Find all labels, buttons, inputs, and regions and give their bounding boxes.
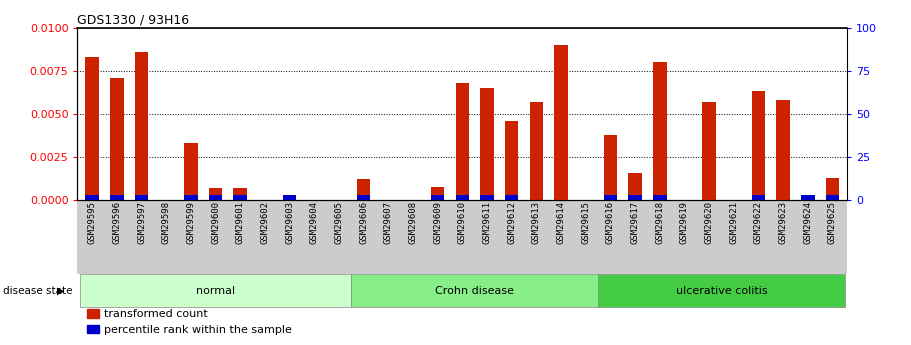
Bar (86, 57, 99, 200)
Bar (629, 195, 642, 200)
Text: normal: normal (196, 286, 235, 296)
Text: Crohn disease: Crohn disease (435, 286, 514, 296)
Bar (209, 188, 222, 200)
Bar (431, 187, 445, 200)
Bar (282, 196, 296, 200)
Bar (480, 88, 494, 200)
Bar (653, 62, 667, 200)
Bar (825, 178, 839, 200)
Bar (431, 195, 445, 200)
Bar (702, 102, 716, 200)
Bar (480, 195, 494, 200)
Bar (184, 143, 198, 200)
Bar (209, 195, 222, 200)
Text: disease state: disease state (3, 286, 72, 296)
Bar (86, 195, 99, 200)
Bar (233, 188, 247, 200)
Bar (629, 172, 642, 200)
Bar (110, 195, 124, 200)
Bar (801, 195, 814, 200)
Bar (752, 91, 765, 200)
Bar (529, 102, 543, 200)
Bar (456, 83, 469, 200)
Bar (135, 195, 148, 200)
Bar (604, 195, 617, 200)
Bar (505, 121, 518, 200)
Bar (505, 195, 518, 200)
Legend: transformed count, percentile rank within the sample: transformed count, percentile rank withi… (83, 305, 296, 339)
Text: ulcerative colitis: ulcerative colitis (676, 286, 767, 296)
Bar (135, 52, 148, 200)
Text: GDS1330 / 93H16: GDS1330 / 93H16 (77, 13, 189, 27)
Bar (776, 100, 790, 200)
Text: ▶: ▶ (57, 286, 65, 296)
Bar (752, 195, 765, 200)
Bar (282, 195, 296, 200)
Bar (233, 195, 247, 200)
Bar (554, 45, 568, 200)
Bar (456, 195, 469, 200)
Bar (110, 78, 124, 200)
Bar (604, 135, 617, 200)
Bar (357, 195, 371, 200)
Bar (357, 179, 371, 200)
Bar (825, 195, 839, 200)
Bar (184, 195, 198, 200)
Bar (653, 195, 667, 200)
